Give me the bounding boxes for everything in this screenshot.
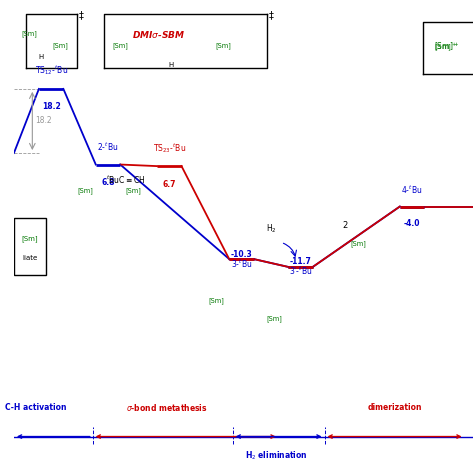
- Text: TS$_{12}$-$^t$Bu: TS$_{12}$-$^t$Bu: [35, 63, 68, 77]
- Text: [Sm]$^+$: [Sm]$^+$: [434, 41, 459, 53]
- Text: 6.8: 6.8: [101, 178, 115, 187]
- Text: [Sm]: [Sm]: [112, 42, 128, 49]
- Text: [Sm]: [Sm]: [215, 42, 231, 49]
- Text: H$_2$ elimination: H$_2$ elimination: [245, 450, 308, 462]
- Text: $\sigma$-bond metathesis: $\sigma$-bond metathesis: [126, 402, 208, 413]
- Text: [Sm]: [Sm]: [266, 315, 282, 322]
- Text: ‡: ‡: [269, 10, 274, 20]
- Text: -4.0: -4.0: [404, 219, 420, 228]
- Text: 6.7: 6.7: [163, 180, 176, 189]
- Text: [Sm]: [Sm]: [125, 187, 141, 194]
- Text: 2: 2: [342, 221, 347, 230]
- Text: [Sm]: [Sm]: [351, 240, 366, 246]
- Text: 4-$^t$Bu: 4-$^t$Bu: [401, 183, 423, 196]
- Text: ‡: ‡: [79, 10, 83, 20]
- FancyBboxPatch shape: [14, 218, 46, 275]
- Text: -11.7: -11.7: [290, 257, 311, 266]
- Text: H: H: [169, 62, 174, 68]
- Text: H: H: [38, 55, 44, 60]
- Text: 2-$^t$Bu: 2-$^t$Bu: [97, 141, 118, 153]
- Text: [Sm]: [Sm]: [208, 298, 224, 304]
- Text: 3'-$^t$Bu: 3'-$^t$Bu: [289, 265, 312, 277]
- Text: [Sm]: [Sm]: [22, 236, 38, 243]
- Text: [Sm]: [Sm]: [21, 30, 37, 36]
- Text: dimerization: dimerization: [367, 403, 422, 412]
- Text: C-H activation: C-H activation: [5, 403, 66, 412]
- Text: 18.2: 18.2: [36, 117, 52, 126]
- Text: H$_2$: H$_2$: [266, 223, 276, 236]
- Text: 18.2: 18.2: [42, 101, 61, 110]
- Text: DMI$\sigma$-SBM: DMI$\sigma$-SBM: [132, 29, 185, 40]
- Text: TS$_{23}$-$^t$Bu: TS$_{23}$-$^t$Bu: [153, 141, 186, 155]
- Text: [Sm]: [Sm]: [52, 42, 68, 49]
- Text: [Sm]$^+$: [Sm]$^+$: [435, 41, 458, 53]
- Text: -10.3: -10.3: [230, 250, 252, 259]
- Text: liate: liate: [22, 255, 38, 261]
- Text: [Sm]: [Sm]: [77, 187, 93, 194]
- Text: 3-$^t$Bu: 3-$^t$Bu: [231, 257, 252, 270]
- Text: $^t$BuC$\equiv$CH: $^t$BuC$\equiv$CH: [106, 174, 145, 186]
